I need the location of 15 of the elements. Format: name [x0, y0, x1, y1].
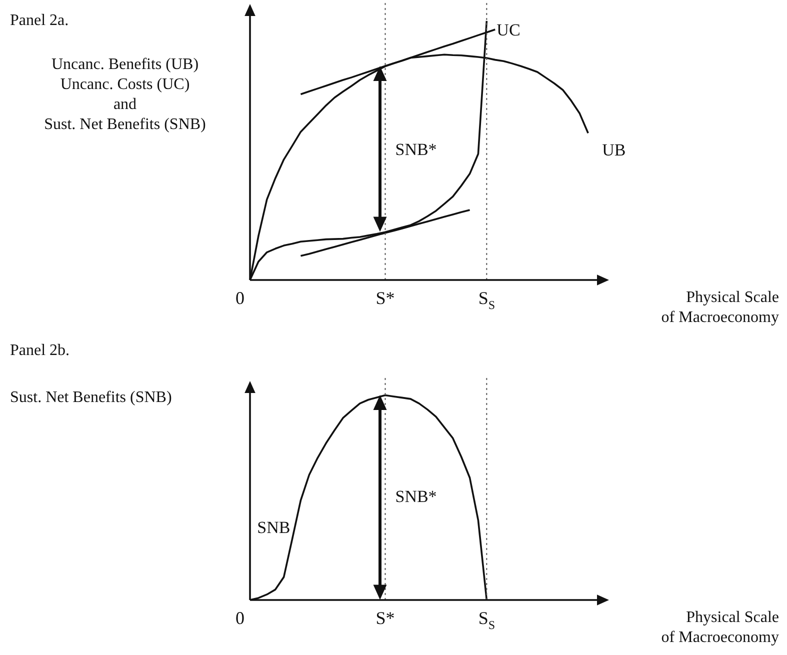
- y-axis-title: Sust. Net Benefits (SNB): [10, 388, 173, 408]
- x-axis-title: Physical Scale of Macroeconomy: [661, 288, 779, 328]
- x-axis-title: Physical Scale of Macroeconomy: [661, 608, 779, 648]
- x-tick-label: S*: [376, 608, 395, 628]
- x-tick-label: 0: [236, 608, 244, 628]
- text: Panel 2b.: [10, 342, 70, 360]
- series-label: UC: [496, 20, 520, 40]
- x-tick-label: 0: [236, 288, 244, 308]
- text: Panel 2a.: [10, 12, 69, 30]
- series-label: SNB: [257, 518, 290, 537]
- y-axis-title: Uncanc. Benefits (UB) Uncanc. Costs (UC) and Sust. Net Benefits (SNB): [43, 55, 207, 135]
- series-label: UB: [602, 140, 626, 160]
- annotation: SNB*: [395, 140, 437, 159]
- annotation: SNB*: [395, 487, 437, 506]
- x-tick-label: S*: [376, 288, 395, 308]
